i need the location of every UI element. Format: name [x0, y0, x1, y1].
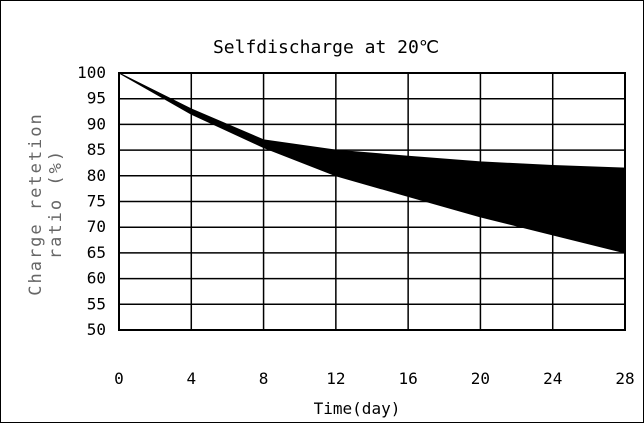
x-tick-label-7: 28 — [615, 369, 634, 388]
x-tick-label-2: 8 — [259, 369, 269, 388]
y-tick-label-0: 100 — [77, 63, 106, 82]
discharge-band — [118, 72, 626, 254]
y-tick-label-5: 75 — [87, 192, 106, 211]
y-axis-label-line-1: Charge retetion — [26, 112, 46, 296]
y-tick-label-1: 95 — [87, 89, 106, 108]
y-axis-label-line-2: ratio (%) — [46, 149, 66, 259]
x-tick-label-0: 0 — [114, 369, 124, 388]
y-tick-label-6: 70 — [87, 217, 106, 236]
x-tick-label-1: 4 — [186, 369, 196, 388]
y-tick-labels: 100 95 90 85 80 75 70 65 60 55 50 — [77, 63, 106, 339]
y-tick-label-8: 60 — [87, 269, 106, 288]
y-tick-label-3: 85 — [87, 140, 106, 159]
x-tick-label-3: 12 — [326, 369, 345, 388]
discharge-range-area — [118, 72, 626, 254]
y-axis-label: Charge retetion ratio (%) — [26, 112, 66, 296]
x-tick-label-5: 20 — [471, 369, 490, 388]
x-tick-label-4: 16 — [399, 369, 418, 388]
y-tick-label-9: 55 — [87, 294, 106, 313]
y-tick-label-2: 90 — [87, 114, 106, 133]
x-tick-labels: 0 4 8 12 16 20 24 28 — [114, 369, 634, 388]
chart-title: Selfdischarge at 20℃ — [213, 37, 439, 58]
y-tick-label-10: 50 — [87, 320, 106, 339]
y-tick-label-4: 80 — [87, 166, 106, 185]
x-tick-label-6: 24 — [543, 369, 562, 388]
x-axis-label: Time(day) — [314, 399, 401, 418]
y-tick-label-7: 65 — [87, 243, 106, 262]
